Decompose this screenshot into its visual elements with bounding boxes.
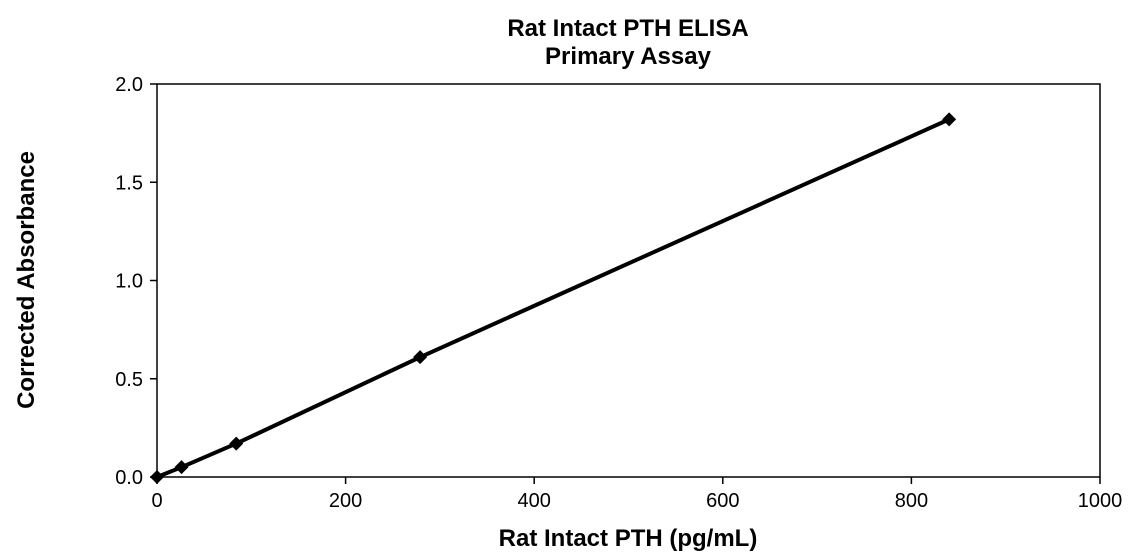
y-tick-label: 0.5	[115, 369, 143, 391]
data-point-marker	[150, 470, 164, 484]
chart-title: Rat Intact PTH ELISA	[507, 15, 748, 42]
y-tick-label: 2.0	[115, 74, 143, 96]
x-tick-label: 0	[151, 490, 162, 512]
y-axis-label: Corrected Absorbance	[13, 151, 40, 409]
data-point-marker	[229, 436, 244, 451]
chart-subtitle: Primary Assay	[545, 43, 712, 70]
x-tick-label: 400	[518, 490, 551, 512]
plot-area-frame	[156, 83, 1101, 478]
y-tick-label: 1.0	[115, 271, 143, 293]
data-point-marker	[174, 460, 189, 475]
x-tick-label: 800	[895, 490, 928, 512]
data-point-marker	[413, 350, 428, 365]
series-layer	[150, 112, 957, 484]
y-tick-label: 0.0	[115, 467, 143, 489]
x-tick-label: 1000	[1078, 490, 1123, 512]
y-tick-label: 1.5	[115, 172, 143, 194]
y-axis-ticks: 0.0 0.5 1.0 1.5 2.0	[115, 74, 157, 489]
x-axis-ticks: 0 200 400 600 800 1000	[151, 477, 1122, 512]
data-point-marker	[942, 112, 957, 127]
series-line	[156, 117, 950, 479]
x-axis-label: Rat Intact PTH (pg/mL)	[499, 525, 758, 552]
x-tick-label: 200	[329, 490, 362, 512]
x-tick-label: 600	[706, 490, 739, 512]
